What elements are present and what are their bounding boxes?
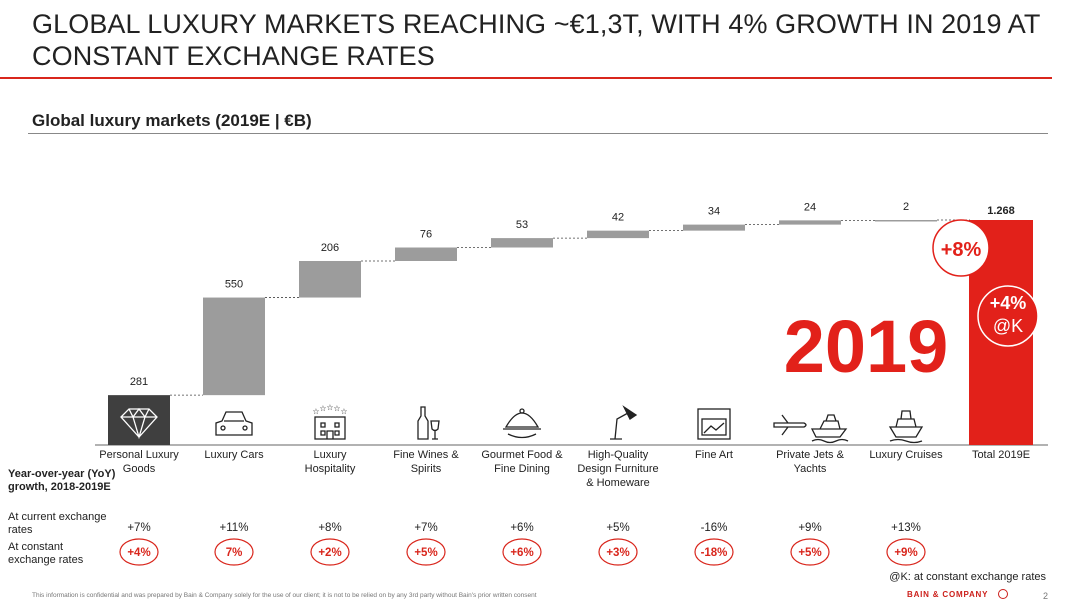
yoy-constant-2: 7% [226, 547, 243, 559]
total-growth-circle [932, 219, 990, 277]
bar-4 [395, 247, 457, 261]
yoy-constant-circle-6 [598, 538, 638, 566]
category-label-9: Luxury Cruises [869, 449, 943, 461]
disclaimer: This information is confidential and was… [32, 592, 537, 599]
yoy-constant-1: +4% [127, 547, 150, 559]
category-label-1: Personal Luxury Goods [99, 449, 179, 475]
category-label-7: Fine Art [695, 449, 733, 461]
yoy-current-8: +9% [798, 522, 821, 534]
category-label-4: Fine Wines & Spirits [393, 449, 459, 475]
value-label-7: 34 [708, 206, 720, 218]
category-label-6: High-Quality Design Furniture & Homeware [577, 449, 658, 489]
value-label-5: 53 [516, 219, 528, 231]
bar-6 [587, 230, 649, 239]
svg-text:☆: ☆ [326, 403, 333, 412]
diamond-icon [120, 407, 158, 440]
value-label-4: 76 [420, 229, 432, 241]
yoy-constant-7: -18% [701, 547, 728, 559]
yoy-constant-6: +3% [606, 547, 629, 559]
food-cloche-icon [503, 408, 541, 439]
svg-text:☆: ☆ [340, 407, 347, 416]
bar-2 [203, 297, 265, 396]
yoy-current-1: +7% [127, 522, 150, 534]
bar-7 [683, 224, 745, 231]
year-callout: 2019 [784, 305, 949, 388]
yoy-constant-8: +5% [798, 547, 821, 559]
yoy-growth-heading: Year-over-year (YoY) growth, 2018-2019E [8, 468, 116, 493]
svg-text:☆: ☆ [312, 407, 319, 416]
yoy-constant-circle-8 [790, 538, 830, 566]
category-label-2: Luxury Cars [204, 449, 264, 461]
total-growth-label: +8% [941, 239, 982, 261]
value-label-1: 281 [130, 376, 148, 388]
yoy-constant-5: +6% [510, 547, 533, 559]
yoy-current-4: +7% [414, 522, 437, 534]
value-label-9: 2 [903, 201, 909, 213]
yoy-constant-circle-1 [119, 538, 159, 566]
category-label-10: Total 2019E [972, 449, 1030, 461]
wine-bottle-icon [417, 406, 440, 440]
bar-3 [299, 260, 361, 298]
desk-lamp-icon [610, 405, 638, 440]
bar-9 [875, 220, 937, 222]
constant-rates-label: At constant exchange rates [8, 541, 84, 566]
yoy-constant-circle-4 [406, 538, 446, 566]
yoy-constant-4: +5% [414, 547, 437, 559]
constant-growth-circle [977, 285, 1039, 347]
jet-and-yacht-icon [773, 414, 849, 444]
hotel-icon: ☆ ☆ ☆ ☆ ☆ [312, 403, 348, 440]
yoy-constant-3: +2% [318, 547, 341, 559]
bar-5 [491, 238, 553, 248]
constant-growth-suffix: @K [993, 316, 1023, 336]
value-label-3: 206 [321, 242, 339, 254]
yoy-constant-9: +9% [894, 547, 917, 559]
subtitle-divider [28, 133, 1048, 134]
framed-picture-icon [697, 408, 731, 440]
yoy-current-6: +5% [606, 522, 629, 534]
page-title: GLOBAL LUXURY MARKETS REACHING ~€1,3T, W… [32, 9, 1040, 71]
yoy-current-7: -16% [701, 522, 728, 534]
footnote: @K: at constant exchange rates [889, 571, 1046, 583]
value-label-10: 1.268 [987, 205, 1015, 217]
value-label-2: 550 [225, 279, 243, 291]
svg-text:☆: ☆ [319, 404, 326, 413]
yoy-current-2: +11% [220, 522, 249, 534]
yoy-current-5: +6% [510, 522, 533, 534]
category-label-3: Luxury Hospitality [305, 449, 356, 475]
yoy-constant-circle-3 [310, 538, 350, 566]
page-number: 2 [1043, 591, 1049, 601]
yoy-constant-circle-9 [886, 538, 926, 566]
yoy-constant-circle-7 [694, 538, 734, 566]
cruise-ship-icon [888, 410, 924, 444]
yoy-constant-circle-2 [214, 538, 254, 566]
title-divider [0, 77, 1052, 79]
chart-title: Global luxury markets (2019E | €B) [32, 111, 312, 130]
yoy-constant-circle-5 [502, 538, 542, 566]
current-rates-label: At current exchange rates [8, 511, 107, 536]
bar-8 [779, 220, 841, 225]
brand-mark-icon [998, 589, 1008, 599]
value-label-8: 24 [804, 201, 816, 213]
brand-logo: BAIN & COMPANY [907, 590, 989, 599]
constant-growth-value: +4% [990, 293, 1027, 313]
car-icon [215, 411, 253, 436]
yoy-current-9: +13% [891, 522, 921, 534]
svg-text:☆: ☆ [333, 404, 340, 413]
yoy-current-3: +8% [318, 522, 341, 534]
value-label-6: 42 [612, 212, 624, 224]
category-label-5: Gourmet Food & Fine Dining [481, 449, 563, 475]
category-label-8: Private Jets & Yachts [776, 449, 845, 475]
